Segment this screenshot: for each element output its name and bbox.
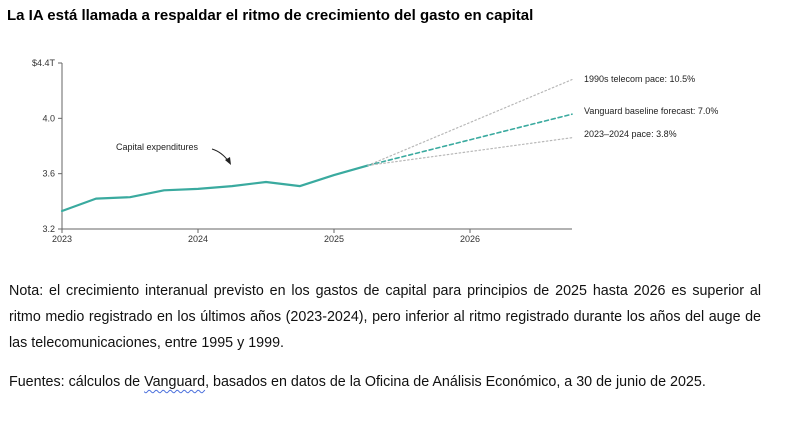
y-tick-label: $4.4T xyxy=(32,58,56,68)
y-tick-label: 3.2 xyxy=(42,224,55,234)
sources-vanguard: Vanguard xyxy=(144,374,206,390)
y-tick-label: 3.6 xyxy=(42,169,55,179)
recent-pace-label: 2023–2024 pace: 3.8% xyxy=(584,129,677,139)
x-tick-label: 2023 xyxy=(52,234,72,244)
x-tick-label: 2024 xyxy=(188,234,208,244)
capex-line xyxy=(60,164,370,213)
capex-annotation-arrowhead xyxy=(225,157,231,165)
x-tick-label: 2025 xyxy=(324,234,344,244)
baseline-forecast-label: Vanguard baseline forecast: 7.0% xyxy=(584,106,718,116)
y-tick-label: 4.0 xyxy=(42,113,55,123)
chart-series xyxy=(60,78,573,213)
chart-title: La IA está llamada a respaldar el ritmo … xyxy=(7,7,534,24)
chart-annotations: Capital expenditures 1990s telecom pace: … xyxy=(116,74,718,165)
telecom-pace-label: 1990s telecom pace: 10.5% xyxy=(584,74,695,84)
sources-suffix: , basados en datos de la Oficina de Anál… xyxy=(205,374,706,390)
telecom-pace-line xyxy=(367,78,573,166)
sources-prefix: Fuentes: cálculos de xyxy=(9,374,145,390)
capex-annotation-label: Capital expenditures xyxy=(116,142,199,152)
baseline-forecast-line xyxy=(367,113,573,167)
recent-pace-line xyxy=(367,137,573,166)
chart-note: Nota: el crecimiento interanual previsto… xyxy=(9,283,761,351)
chart-sources: Fuentes: cálculos de Vanguard, basados e… xyxy=(9,369,761,395)
x-tick-label: 2026 xyxy=(460,234,480,244)
